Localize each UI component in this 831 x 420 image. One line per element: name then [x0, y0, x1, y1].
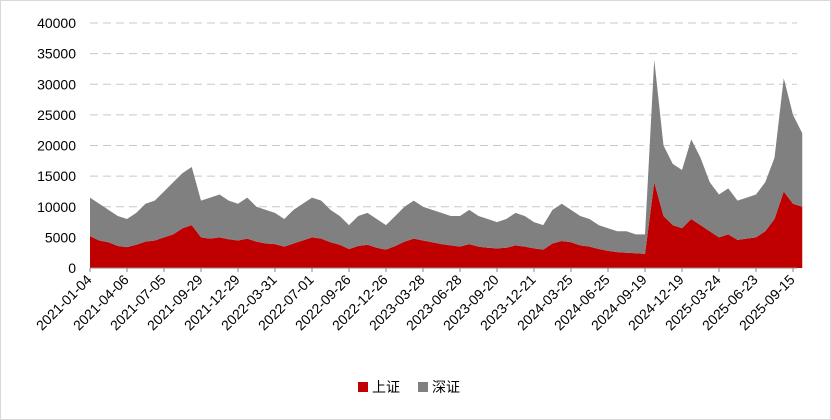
y-tick-label: 35000: [37, 46, 76, 62]
y-tick-label: 15000: [37, 168, 76, 184]
y-tick-label: 30000: [37, 76, 76, 92]
y-tick-label: 20000: [37, 138, 76, 154]
area: [90, 182, 803, 268]
legend-label: 深证: [432, 379, 460, 395]
y-tick-label: 5000: [45, 229, 76, 245]
legend-label: 上证: [372, 379, 400, 395]
y-tick-label: 0: [68, 260, 76, 276]
y-tick-label: 10000: [37, 199, 76, 215]
legend-swatch: [418, 382, 428, 392]
legend-swatch: [358, 382, 368, 392]
y-tick-label: 25000: [37, 107, 76, 123]
y-tick-label: 40000: [37, 15, 76, 31]
area: [90, 59, 803, 254]
